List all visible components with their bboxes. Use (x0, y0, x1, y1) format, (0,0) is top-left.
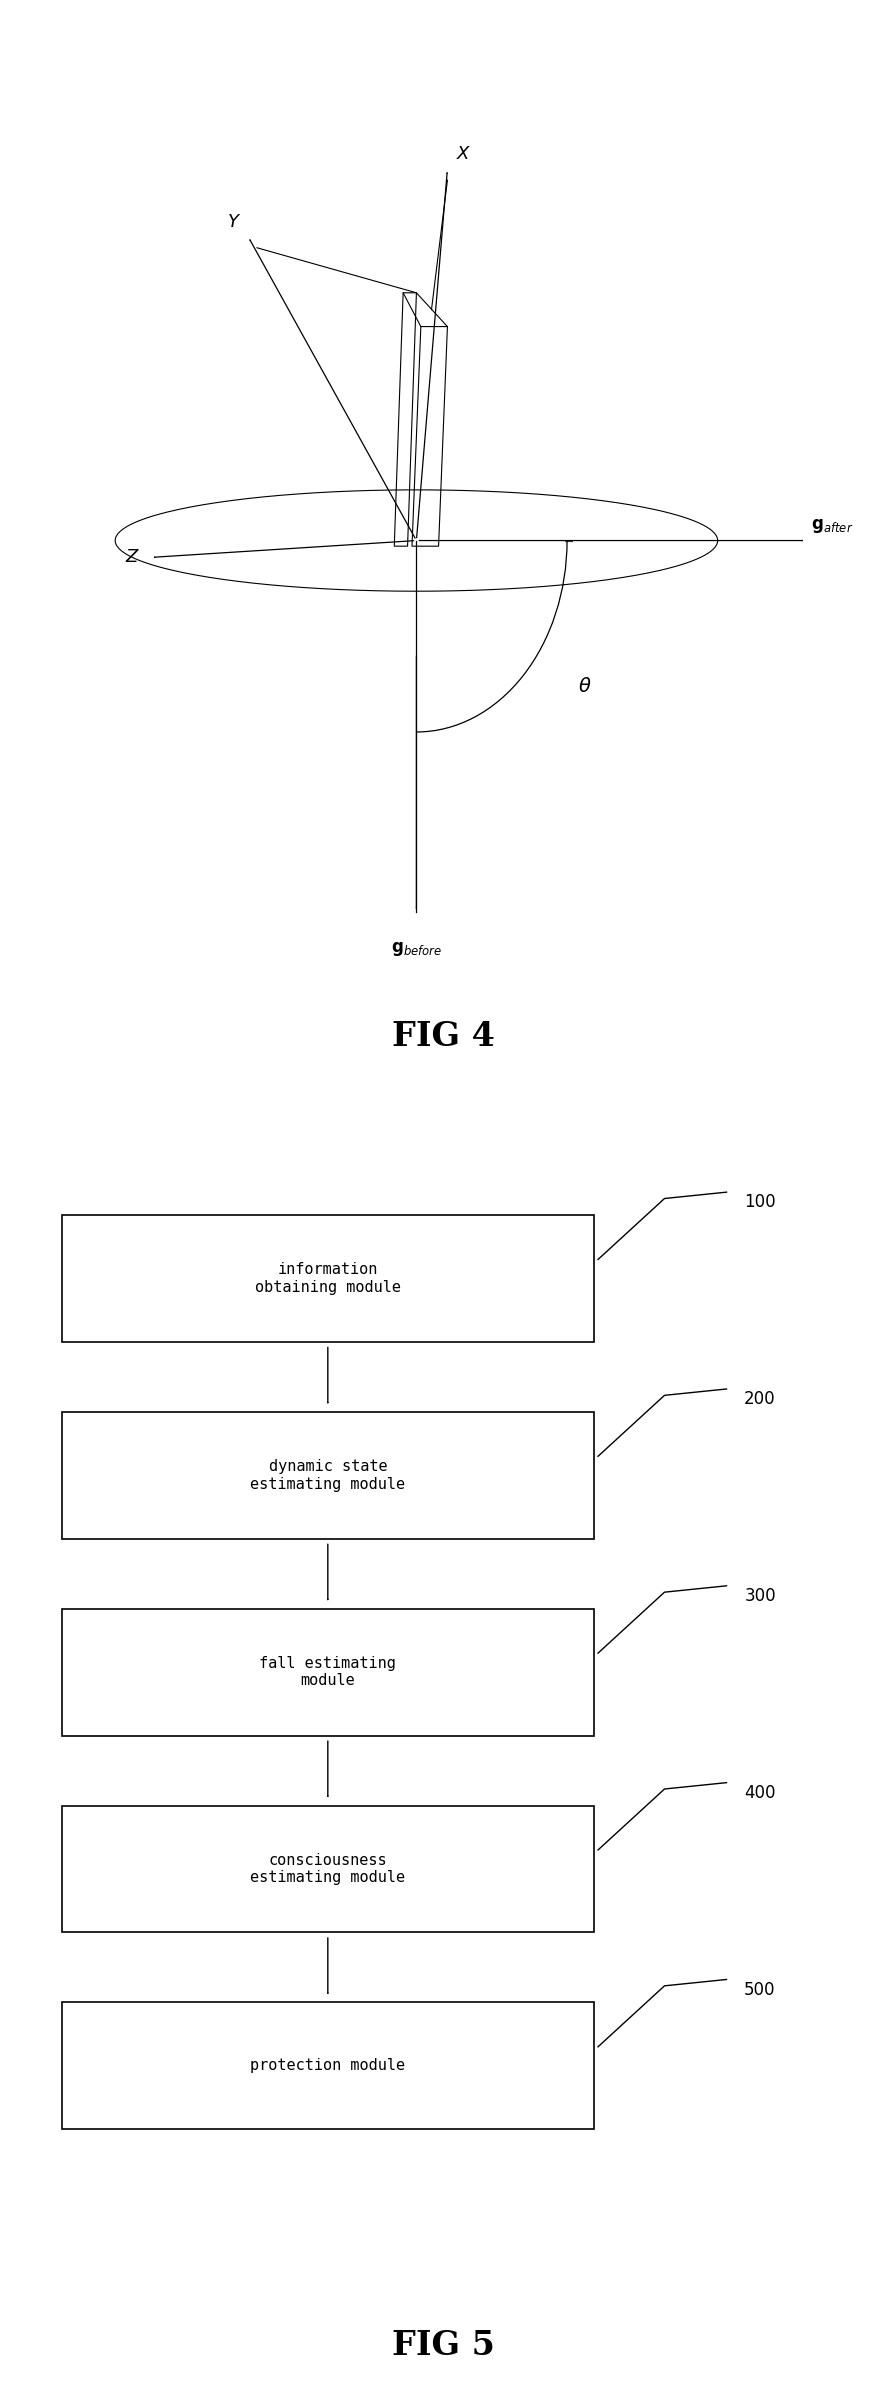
Text: Z: Z (125, 549, 137, 565)
Text: 200: 200 (744, 1390, 776, 1409)
Bar (62, 1807, 594, 1934)
Text: X: X (456, 146, 469, 163)
Text: 500: 500 (744, 1981, 776, 1998)
Text: $\mathbf{g}_{before}$: $\mathbf{g}_{before}$ (391, 939, 442, 958)
Bar (62, 1411, 594, 1538)
Text: $\mathbf{g}_{after}$: $\mathbf{g}_{after}$ (811, 518, 853, 534)
Text: $\theta$: $\theta$ (578, 678, 592, 697)
Text: information
obtaining module: information obtaining module (255, 1263, 400, 1294)
Text: Y: Y (229, 213, 239, 230)
Text: FIG 5: FIG 5 (392, 2329, 494, 2362)
Text: fall estimating
module: fall estimating module (260, 1656, 396, 1689)
Text: FIG 4: FIG 4 (392, 1021, 494, 1052)
Text: 100: 100 (744, 1193, 776, 1212)
Bar (62, 1608, 594, 1735)
Text: consciousness
estimating module: consciousness estimating module (250, 1852, 406, 1886)
Text: 300: 300 (744, 1586, 776, 1605)
Bar (62, 2003, 594, 2130)
Text: dynamic state
estimating module: dynamic state estimating module (250, 1459, 406, 1493)
Text: 400: 400 (744, 1783, 776, 1802)
Bar (62, 1215, 594, 1342)
Text: protection module: protection module (250, 2058, 406, 2073)
